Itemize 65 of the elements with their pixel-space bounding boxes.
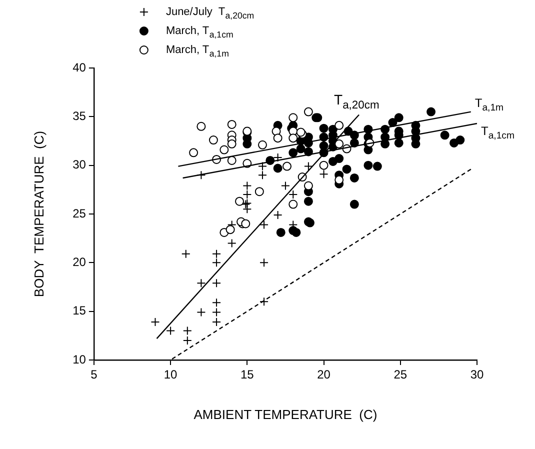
point [226, 225, 235, 234]
point [288, 134, 298, 143]
y-axis-title: BODY TEMPERATURE (C) [31, 130, 46, 298]
point [235, 196, 244, 206]
y-tick-label: 20 [72, 254, 86, 269]
y-tick-label: 35 [72, 108, 86, 123]
point [258, 140, 267, 150]
point [212, 249, 222, 258]
point [227, 139, 236, 148]
point [334, 120, 344, 130]
point [282, 162, 292, 171]
point [319, 160, 328, 170]
point [319, 170, 328, 179]
point [181, 249, 190, 258]
point [227, 120, 236, 129]
point [212, 318, 222, 327]
point [334, 139, 344, 148]
point [196, 278, 206, 288]
x-tick-label: 25 [394, 368, 408, 382]
point [220, 145, 229, 154]
point [166, 326, 176, 336]
point [196, 308, 206, 317]
point [288, 113, 298, 122]
point [150, 318, 160, 327]
y-tick-label: 30 [72, 158, 86, 172]
point [208, 136, 218, 145]
point [196, 122, 206, 131]
point [212, 298, 222, 308]
point [260, 258, 269, 268]
point [260, 220, 269, 230]
point [258, 162, 267, 171]
point [242, 181, 252, 190]
point [273, 134, 282, 143]
point [288, 190, 298, 200]
x-tick-label: 20 [317, 368, 331, 382]
x-tick-label: 30 [470, 368, 484, 382]
point [227, 238, 236, 248]
point [227, 156, 236, 165]
x-tick-label: 10 [164, 368, 178, 382]
point [258, 170, 267, 180]
point [212, 308, 222, 317]
point [334, 175, 344, 184]
y-tick-label: 15 [72, 304, 86, 318]
x-axis-title: AMBIENT TEMPERATURE (C) [194, 406, 378, 422]
x-tick-label: 5 [90, 368, 98, 382]
point [212, 278, 222, 288]
point [189, 148, 198, 158]
y-tick-label: 25 [72, 206, 86, 220]
y-tick-label: 40 [72, 60, 86, 74]
y-tick-label: 10 [72, 352, 86, 366]
point [254, 187, 264, 196]
point [304, 162, 313, 171]
point [182, 326, 192, 336]
point [212, 258, 222, 268]
point [260, 297, 269, 306]
point [304, 107, 313, 116]
point [242, 190, 252, 200]
point [273, 153, 282, 162]
x-tick-label: 15 [240, 368, 254, 382]
point [182, 336, 192, 346]
point [304, 181, 313, 190]
point [241, 219, 250, 228]
point [273, 210, 282, 220]
point [280, 181, 290, 190]
point [288, 200, 298, 209]
